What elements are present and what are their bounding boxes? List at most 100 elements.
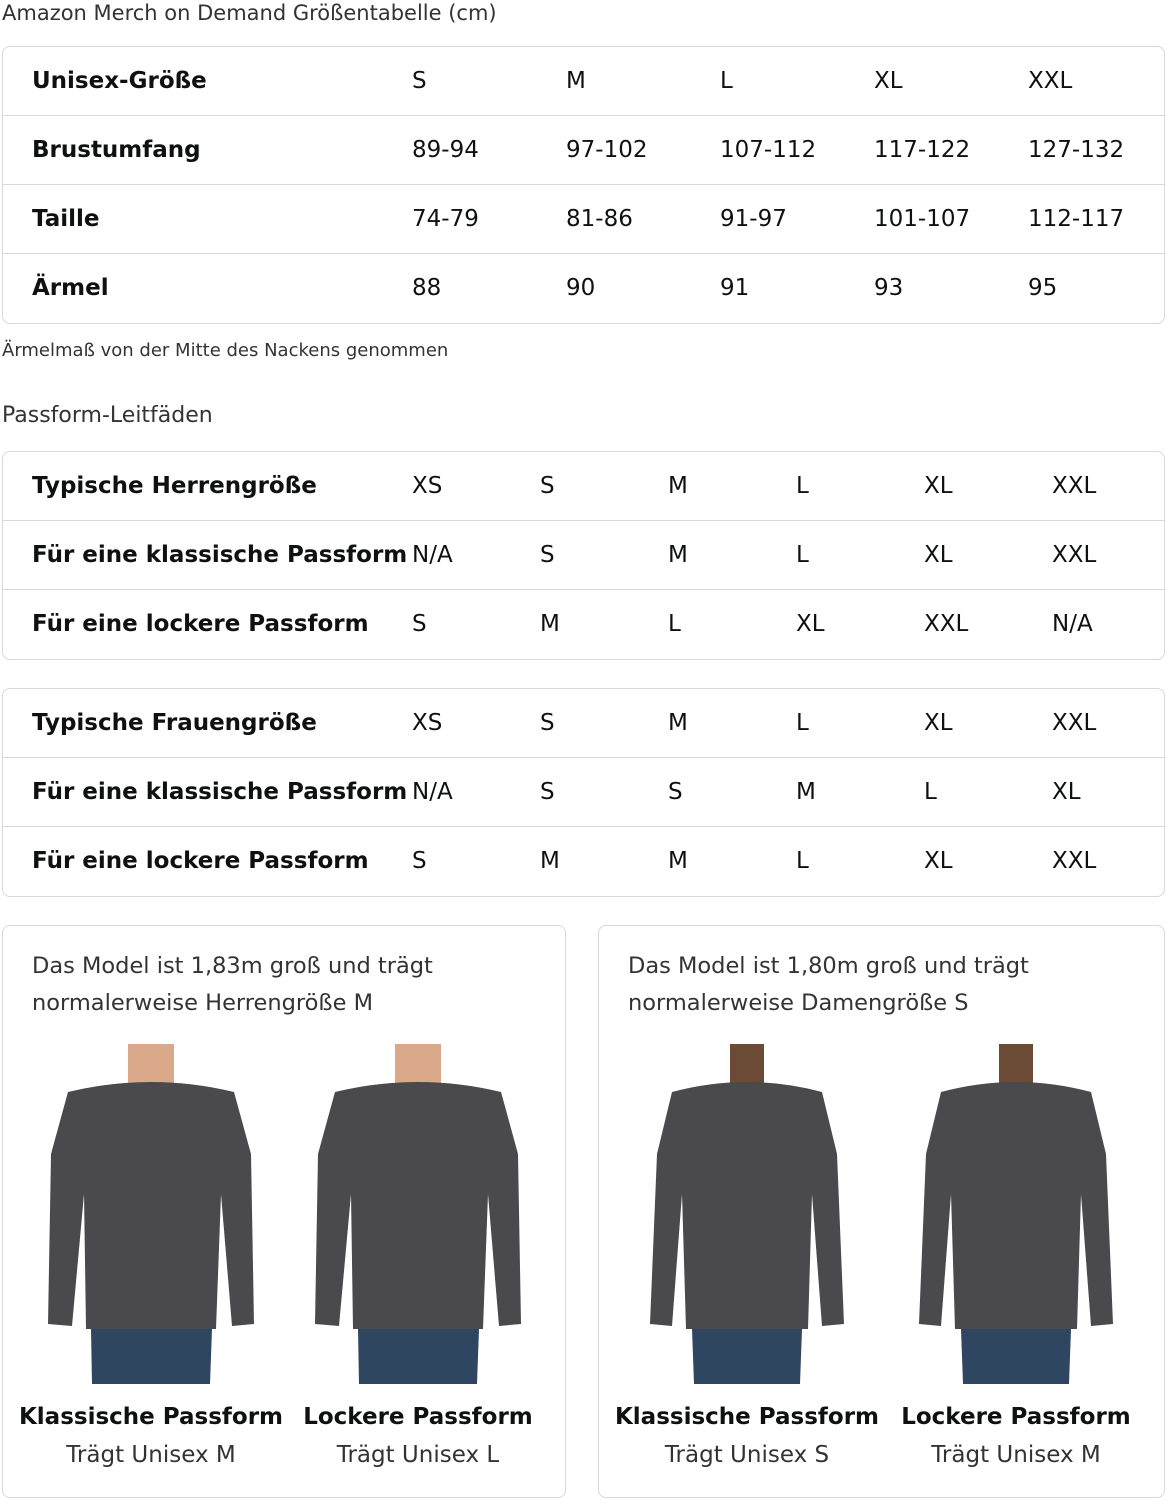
table-cell: XL: [924, 848, 953, 874]
table-cell: XXL: [1052, 710, 1097, 736]
model-description-line: normalerweise Herrengröße M: [32, 990, 374, 1016]
table-cell: 93: [874, 275, 904, 301]
fit-size: Trägt Unisex L: [336, 1442, 500, 1468]
table-cell: L: [668, 611, 681, 637]
page-title: Amazon Merch on Demand Größentabelle (cm…: [2, 1, 497, 25]
table-cell: S: [412, 848, 427, 874]
table-row: Für eine lockere Passform S M M L XL XXL: [3, 827, 1164, 896]
table-cell: 90: [566, 275, 596, 301]
table-cell: 91: [720, 275, 750, 301]
table-cell: M: [566, 68, 586, 94]
table-cell: 101-107: [874, 206, 971, 232]
table-cell: L: [796, 710, 809, 736]
table-cell: S: [412, 68, 427, 94]
table-cell: S: [540, 779, 555, 805]
row-label: Brustumfang: [32, 137, 201, 163]
row-label: Für eine lockere Passform: [32, 611, 369, 637]
model-photo: [303, 1044, 533, 1384]
women-model-card: Das Model ist 1,80m groß und trägt normal…: [598, 925, 1165, 1498]
table-cell: S: [668, 779, 683, 805]
table-cell: 117-122: [874, 137, 971, 163]
fit-guide-heading: Passform-Leitfäden: [2, 403, 213, 428]
fit-label: Klassische Passform: [614, 1404, 880, 1430]
table-cell: XL: [1052, 779, 1081, 805]
model-description-line: Das Model ist 1,80m groß und trägt: [628, 953, 1029, 979]
row-label: Typische Herrengröße: [32, 473, 317, 499]
table-cell: N/A: [1052, 611, 1093, 637]
table-cell: S: [412, 611, 427, 637]
women-fit-table: Typische Frauengröße XS S M L XL XXL Für eine k…: [2, 688, 1165, 897]
model-description-line: normalerweise Damengröße S: [628, 990, 969, 1016]
table-row: Für eine klassische Passform N/A S S M L XL: [3, 758, 1164, 827]
table-cell: N/A: [412, 542, 453, 568]
table-cell: 107-112: [720, 137, 817, 163]
fit-size: Trägt Unisex M: [66, 1442, 236, 1468]
men-fit-table: Typische Herrengröße XS S M L XL XXL Für eine k…: [2, 451, 1165, 660]
model-photo: [632, 1044, 862, 1384]
table-cell: M: [668, 710, 688, 736]
fit-label: Lockere Passform: [303, 1404, 533, 1430]
table-cell: XXL: [1028, 68, 1073, 94]
table-row: Für eine lockere Passform S M L XL XXL N/A: [3, 590, 1164, 659]
table-cell: XL: [924, 710, 953, 736]
table-row: Ärmel 88 90 91 93 95: [3, 254, 1164, 323]
table-cell: M: [540, 611, 560, 637]
table-cell: S: [540, 710, 555, 736]
table-cell: L: [924, 779, 937, 805]
fit-size: Trägt Unisex S: [664, 1442, 830, 1468]
table-cell: XXL: [1052, 473, 1097, 499]
table-cell: XS: [412, 473, 443, 499]
fit-size: Trägt Unisex M: [931, 1442, 1101, 1468]
table-row: Taille 74-79 81-86 91-97 101-107 112-117: [3, 185, 1164, 254]
table-cell: L: [720, 68, 733, 94]
table-cell: 127-132: [1028, 137, 1125, 163]
row-label: Taille: [32, 206, 100, 232]
table-cell: M: [796, 779, 816, 805]
table-cell: XXL: [1052, 848, 1097, 874]
table-cell: 91-97: [720, 206, 787, 232]
sleeve-note: Ärmelmaß von der Mitte des Nackens genom…: [2, 340, 449, 361]
table-row: Typische Frauengröße XS S M L XL XXL: [3, 689, 1164, 758]
model-description: Das Model ist 1,80m groß und trägt normal…: [628, 948, 1029, 1022]
table-cell: XL: [924, 473, 953, 499]
table-cell: XXL: [1052, 542, 1097, 568]
model-photo: [36, 1044, 266, 1384]
unisex-size-table: Unisex-Größe S M L XL XXL Brustumfang 89-94 97-1…: [2, 46, 1165, 324]
table-cell: XXL: [924, 611, 969, 637]
row-label: Unisex-Größe: [32, 68, 207, 94]
row-label: Ärmel: [32, 275, 109, 301]
fit-label: Klassische Passform: [18, 1404, 284, 1430]
table-cell: S: [540, 542, 555, 568]
table-cell: XL: [874, 68, 903, 94]
model-description: Das Model ist 1,83m groß und trägt normal…: [32, 948, 433, 1022]
model-description-line: Das Model ist 1,83m groß und trägt: [32, 953, 433, 979]
table-cell: S: [540, 473, 555, 499]
table-cell: XL: [796, 611, 825, 637]
row-label: Für eine klassische Passform: [32, 779, 408, 805]
table-row: Brustumfang 89-94 97-102 107-112 117-122 127-…: [3, 116, 1164, 185]
table-cell: N/A: [412, 779, 453, 805]
model-photo: [901, 1044, 1131, 1384]
table-cell: XL: [924, 542, 953, 568]
table-cell: L: [796, 542, 809, 568]
row-label: Für eine lockere Passform: [32, 848, 369, 874]
fit-label: Lockere Passform: [901, 1404, 1131, 1430]
table-cell: 89-94: [412, 137, 479, 163]
table-cell: XS: [412, 710, 443, 736]
table-cell: M: [668, 542, 688, 568]
table-cell: 81-86: [566, 206, 633, 232]
row-label: Für eine klassische Passform: [32, 542, 408, 568]
table-cell: 88: [412, 275, 442, 301]
table-cell: 97-102: [566, 137, 648, 163]
table-row: Für eine klassische Passform N/A S M L XL XXL: [3, 521, 1164, 590]
table-cell: 95: [1028, 275, 1058, 301]
table-cell: L: [796, 473, 809, 499]
table-cell: M: [668, 848, 688, 874]
table-cell: L: [796, 848, 809, 874]
men-model-card: Das Model ist 1,83m groß und trägt normal…: [2, 925, 566, 1498]
table-row: Typische Herrengröße XS S M L XL XXL: [3, 452, 1164, 521]
table-cell: 112-117: [1028, 206, 1125, 232]
table-cell: 74-79: [412, 206, 479, 232]
table-cell: M: [668, 473, 688, 499]
table-cell: M: [540, 848, 560, 874]
